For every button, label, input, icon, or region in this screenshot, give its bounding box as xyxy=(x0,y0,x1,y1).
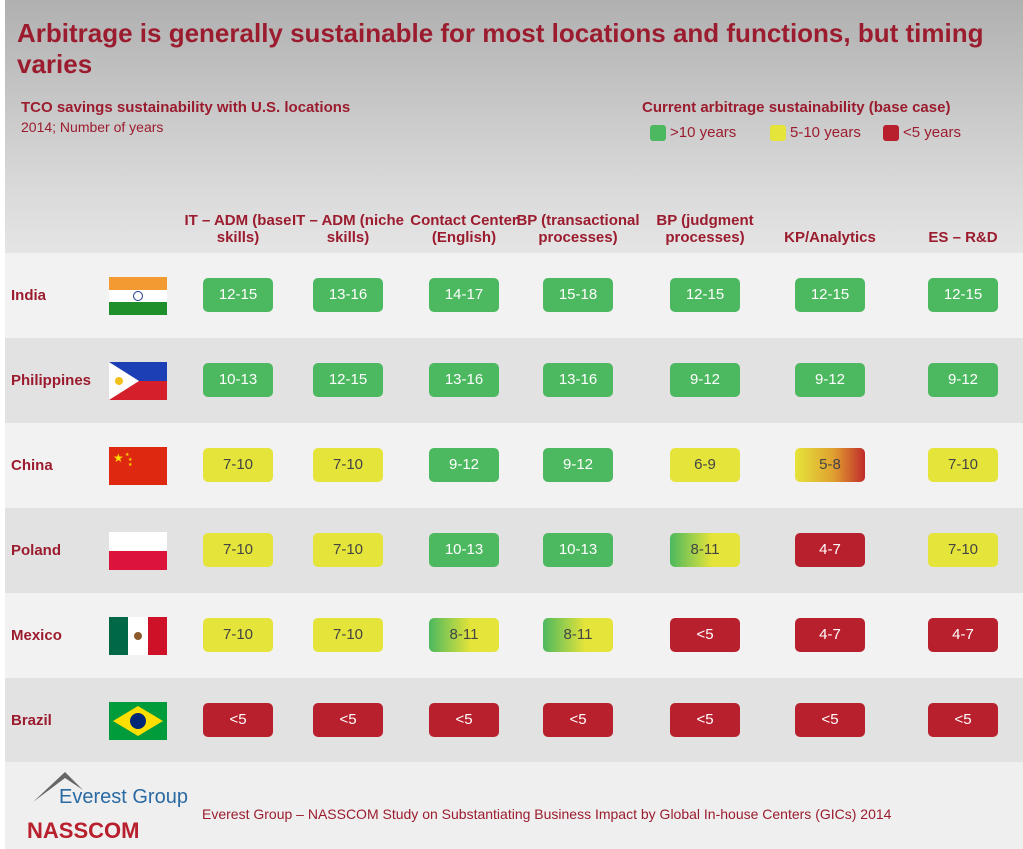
value-cell: 14-17 xyxy=(429,278,499,312)
value-cell: <5 xyxy=(928,703,998,737)
legend-item-green: >10 years xyxy=(650,124,736,141)
value-cell: 9-12 xyxy=(928,363,998,397)
flag-poland-icon xyxy=(109,532,167,570)
value-cell: 7-10 xyxy=(203,618,273,652)
country-label: Brazil xyxy=(11,712,52,729)
value-cell: 12-15 xyxy=(670,278,740,312)
slide: Arbitrage is generally sustainable for m… xyxy=(5,0,1023,849)
value-cell: 7-10 xyxy=(313,533,383,567)
column-header: BP (transactional processes) xyxy=(516,212,640,246)
value-cell: <5 xyxy=(670,618,740,652)
value-cell: 8-11 xyxy=(429,618,499,652)
flag-china-icon: ★ ★ ★ ★ xyxy=(109,447,167,485)
country-label: Mexico xyxy=(11,627,62,644)
subtitle: TCO savings sustainability with U.S. loc… xyxy=(21,99,351,116)
value-cell: 10-13 xyxy=(429,533,499,567)
flag-philippines-icon xyxy=(109,362,167,400)
value-cell: <5 xyxy=(795,703,865,737)
country-label: China xyxy=(11,457,53,474)
column-header: ES – R&D xyxy=(928,229,998,246)
value-cell: 7-10 xyxy=(203,448,273,482)
legend-item-red: <5 years xyxy=(883,124,961,141)
value-cell: 12-15 xyxy=(795,278,865,312)
value-cell: 7-10 xyxy=(313,618,383,652)
value-cell: 8-11 xyxy=(670,533,740,567)
value-cell: 4-7 xyxy=(928,618,998,652)
flag-india-icon xyxy=(109,277,167,315)
country-label: Philippines xyxy=(11,372,92,389)
everest-logo-icon xyxy=(33,772,83,802)
value-cell: 4-7 xyxy=(795,618,865,652)
value-cell: 13-16 xyxy=(313,278,383,312)
value-cell: 10-13 xyxy=(203,363,273,397)
table-row-mexico: Mexico 7-10 7-10 8-11 8-11 <5 4-7 4-7 xyxy=(5,593,1023,678)
value-cell: 12-15 xyxy=(203,278,273,312)
value-cell: 13-16 xyxy=(429,363,499,397)
value-cell: 7-10 xyxy=(313,448,383,482)
value-cell: 8-11 xyxy=(543,618,613,652)
value-cell: 9-12 xyxy=(429,448,499,482)
table-row-india: India 12-15 13-16 14-17 15-18 12-15 12-15 12-15 xyxy=(5,253,1023,338)
column-header: Contact Center (English) xyxy=(410,212,518,246)
footer: Everest Group NASSCOM Everest Group – NA… xyxy=(5,762,1023,849)
column-header: IT – ADM (base skills) xyxy=(184,212,292,246)
table-row-brazil: Brazil <5 <5 <5 <5 <5 <5 <5 xyxy=(5,678,1023,763)
value-cell: 6-9 xyxy=(670,448,740,482)
value-cell: 5-8 xyxy=(795,448,865,482)
column-header: BP (judgment processes) xyxy=(656,212,754,246)
flag-brazil-icon xyxy=(109,702,167,740)
legend-item-yellow: 5-10 years xyxy=(770,124,861,141)
value-cell: 9-12 xyxy=(795,363,865,397)
value-cell: 4-7 xyxy=(795,533,865,567)
value-cell: <5 xyxy=(203,703,273,737)
country-label: Poland xyxy=(11,542,62,559)
column-header: IT – ADM (niche skills) xyxy=(292,212,404,246)
value-cell: 9-12 xyxy=(543,448,613,482)
source-note: Everest Group – NASSCOM Study on Substan… xyxy=(202,806,892,822)
value-cell: 9-12 xyxy=(670,363,740,397)
value-cell: <5 xyxy=(429,703,499,737)
value-cell: 12-15 xyxy=(313,363,383,397)
svg-text:★: ★ xyxy=(125,452,130,458)
value-cell: 15-18 xyxy=(543,278,613,312)
legend-title: Current arbitrage sustainability (base c… xyxy=(642,99,951,116)
value-cell: 7-10 xyxy=(928,533,998,567)
value-cell: 10-13 xyxy=(543,533,613,567)
value-cell: <5 xyxy=(313,703,383,737)
subtitle-units: 2014; Number of years xyxy=(21,119,164,135)
svg-text:★: ★ xyxy=(128,457,133,463)
column-header: KP/Analytics xyxy=(784,229,876,246)
value-cell: 7-10 xyxy=(203,533,273,567)
value-cell: 12-15 xyxy=(928,278,998,312)
flag-mexico-icon xyxy=(109,617,167,655)
value-cell: 13-16 xyxy=(543,363,613,397)
value-cell: 7-10 xyxy=(928,448,998,482)
svg-text:★: ★ xyxy=(128,462,133,468)
everest-group-logo: Everest Group xyxy=(59,786,188,808)
page-title: Arbitrage is generally sustainable for m… xyxy=(17,18,984,79)
table-row-philippines: Philippines 10-13 12-15 13-16 13-16 9-12 9-12 9… xyxy=(5,338,1023,423)
country-label: India xyxy=(11,287,47,304)
table-row-poland: Poland 7-10 7-10 10-13 10-13 8-11 4-7 7-10 xyxy=(5,508,1023,593)
nasscom-logo: NASSCOM xyxy=(27,818,140,843)
value-cell: <5 xyxy=(670,703,740,737)
table-row-china: China ★ ★ ★ ★ 7-10 7-10 9-12 9-12 6-9 5-8 7-10 xyxy=(5,423,1023,508)
value-cell: <5 xyxy=(543,703,613,737)
svg-text:★: ★ xyxy=(113,451,124,465)
